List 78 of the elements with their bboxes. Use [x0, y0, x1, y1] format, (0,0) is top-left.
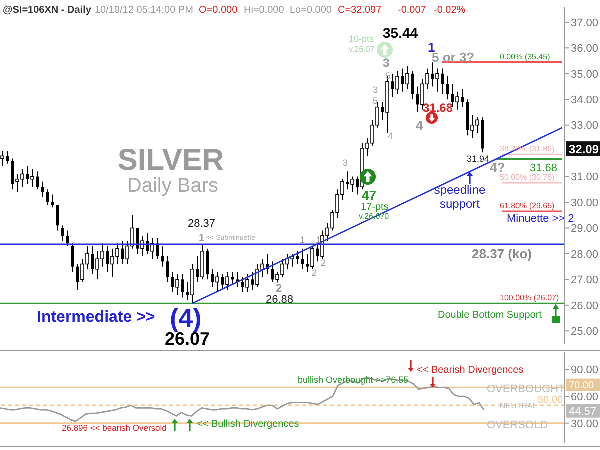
- annotation: 50.00: [538, 395, 564, 406]
- text: 44.57: [569, 406, 597, 418]
- annotation: 28.37: [188, 218, 216, 230]
- annotation: << Bearish Divergences: [417, 365, 524, 376]
- annotation: Lo=0.000: [290, 5, 332, 16]
- candlestick: [166, 256, 169, 283]
- y-tick-label: 35.00: [571, 68, 599, 81]
- annotation: C=32.097: [338, 5, 382, 16]
- annotation: 1: [300, 235, 306, 245]
- annotation: 2: [276, 283, 282, 295]
- candlestick: [71, 243, 74, 272]
- annotation: v.26.07: [349, 45, 376, 54]
- annotation: << Bullish Divergences: [197, 419, 300, 430]
- ref-line-label: 61.80% (29.65): [500, 202, 556, 211]
- ref-line-label: 28.37 (ko): [472, 246, 532, 262]
- annotation: Minuette >> 2: [507, 213, 574, 225]
- y-tick-label: 33.00: [571, 120, 599, 132]
- ref-line-label: 100.00% (26.07): [500, 294, 560, 303]
- annotation: 1: [316, 235, 322, 245]
- annotation: @SI=106XN - Daily: [3, 5, 92, 16]
- annotation: 2: [321, 258, 326, 268]
- annotation: bullish Overbought >>76.55: [298, 375, 409, 385]
- annotation: 2: [312, 268, 318, 278]
- annotation: 4: [416, 118, 424, 133]
- annotation: 3: [373, 85, 378, 95]
- y-tick-label: 27.00: [571, 274, 599, 287]
- annotation: -0.02%: [434, 5, 466, 16]
- annotation: 3: [383, 56, 390, 70]
- annotation: 3: [343, 158, 348, 168]
- candlestick: [446, 76, 449, 100]
- annotation: 26.896 << bearish Oversold: [62, 423, 168, 433]
- ref-line-label: 50.00% (30.76): [500, 172, 556, 182]
- annotation: 31.94: [467, 154, 490, 164]
- annotation: 1: [199, 233, 205, 244]
- y-tick-label: 90.00: [571, 364, 599, 377]
- annotation: -0.007: [398, 5, 427, 16]
- annotation: O=0.000: [199, 5, 238, 16]
- annotation: 10-pts: [349, 34, 375, 44]
- annotation: Double Bottom Support: [438, 310, 542, 321]
- text: 32.09: [569, 142, 600, 156]
- candlestick: [301, 248, 304, 270]
- candlestick: [51, 194, 54, 208]
- ref-line-label: 0.00% (35.45): [500, 52, 551, 62]
- y-tick-label: 29.00: [571, 223, 599, 236]
- annotation: 35.44: [383, 25, 418, 41]
- y-tick-label: 60.00: [571, 392, 599, 404]
- y-tick-label: 30.00: [571, 418, 599, 430]
- annotation: speedline support: [434, 183, 486, 211]
- annotation: 5: [373, 96, 378, 106]
- y-tick-label: 34.00: [571, 94, 599, 107]
- annotation: SILVER: [118, 144, 224, 177]
- annotation: 26.88: [266, 294, 294, 306]
- annotation: 4: [388, 131, 394, 141]
- annotation: 4?: [490, 160, 506, 175]
- ref-line-label: NEUTRAL: [500, 402, 538, 411]
- annotation: Hi=0.000: [244, 5, 285, 16]
- candlestick: [66, 230, 69, 247]
- y-tick-label: 26.00: [571, 300, 599, 312]
- candlestick: [46, 189, 49, 206]
- y-tick-label: 30.00: [571, 197, 599, 210]
- annotation: 47: [362, 188, 376, 203]
- annotation: 17-pts: [361, 202, 389, 213]
- annotation: 31.68: [423, 101, 454, 115]
- y-tick-label: 28.00: [571, 248, 599, 261]
- candlestick: [56, 204, 59, 232]
- y-tick-label: 25.00: [571, 326, 599, 338]
- annotation: Intermediate >>: [37, 309, 156, 326]
- y-tick-label: 36.00: [571, 43, 599, 56]
- y-tick-label: 31.00: [571, 172, 599, 184]
- annotation: 10/19/12 05:14:00 PM: [95, 5, 194, 16]
- text: 70.00: [569, 380, 594, 392]
- annotation: 5: [386, 71, 392, 81]
- candlestick: [41, 181, 44, 198]
- candlestick: [161, 246, 164, 268]
- annotation: Daily Bars: [127, 175, 219, 197]
- ref-line-label: 31.68: [530, 162, 558, 174]
- y-tick-label: 37.00: [571, 17, 599, 30]
- candlestick: [61, 225, 64, 242]
